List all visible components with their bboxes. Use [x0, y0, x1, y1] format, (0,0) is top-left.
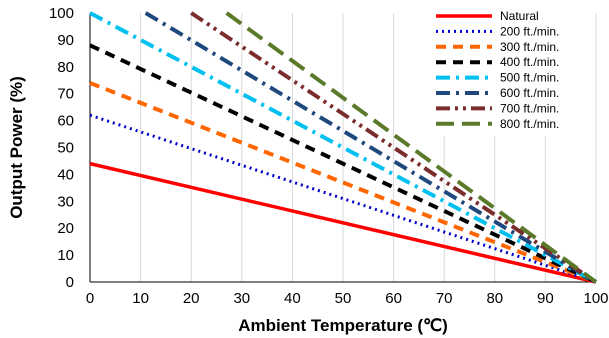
legend-label: 200 ft./min.: [500, 24, 559, 38]
x-tick-label: 100: [583, 290, 608, 307]
series-line-8: [225, 11, 598, 284]
axes: [89, 13, 596, 283]
legend-label: Natural: [500, 9, 539, 23]
x-tick-label: 20: [183, 290, 200, 307]
x-tick-label: 70: [436, 290, 453, 307]
y-tick-label: 40: [57, 166, 74, 183]
legend-label: 800 ft./min.: [500, 117, 559, 131]
x-tick-label: 10: [132, 290, 149, 307]
legend-label: 400 ft./min.: [500, 55, 559, 69]
series-line-3: [89, 81, 597, 284]
legend-label: 600 ft./min.: [500, 86, 559, 100]
x-tick-label: 30: [233, 290, 250, 307]
legend-box: [432, 9, 592, 137]
series-lines: [89, 11, 598, 284]
x-axis-title: Ambient Temperature (℃): [238, 316, 448, 335]
y-tick-label: 90: [57, 32, 74, 49]
series-line-5: [89, 11, 597, 284]
legend-label: 700 ft./min.: [500, 101, 559, 115]
x-tick-label: 60: [385, 290, 402, 307]
y-tick-label: 80: [57, 59, 74, 76]
x-tick-label: 90: [537, 290, 554, 307]
x-tick-label: 80: [486, 290, 503, 307]
x-tick-labels: 0 10 20 30 40 50 60 70 80 90 100: [86, 290, 609, 307]
y-tick-label: 100: [49, 5, 74, 22]
y-axis-title: Output Power (%): [7, 76, 26, 219]
y-tick-label: 10: [57, 247, 74, 264]
y-tick-labels: 0 10 20 30 40 50 60 70 80 90 100: [49, 5, 74, 291]
series-line-4: [89, 43, 597, 284]
y-tick-label: 60: [57, 113, 74, 130]
series-line-6: [144, 11, 598, 284]
legend-label: 300 ft./min.: [500, 40, 559, 54]
y-tick-label: 70: [57, 86, 74, 103]
series-line-1: [89, 161, 597, 284]
x-tick-label: 40: [284, 290, 301, 307]
y-tick-label: 0: [66, 274, 74, 291]
legend-label: 500 ft./min.: [500, 71, 559, 85]
x-tick-label: 50: [335, 290, 352, 307]
y-tick-label: 20: [57, 220, 74, 237]
y-tick-label: 30: [57, 193, 74, 210]
series-line-7: [190, 11, 598, 284]
x-tick-label: 0: [86, 290, 94, 307]
y-tick-label: 50: [57, 140, 74, 157]
